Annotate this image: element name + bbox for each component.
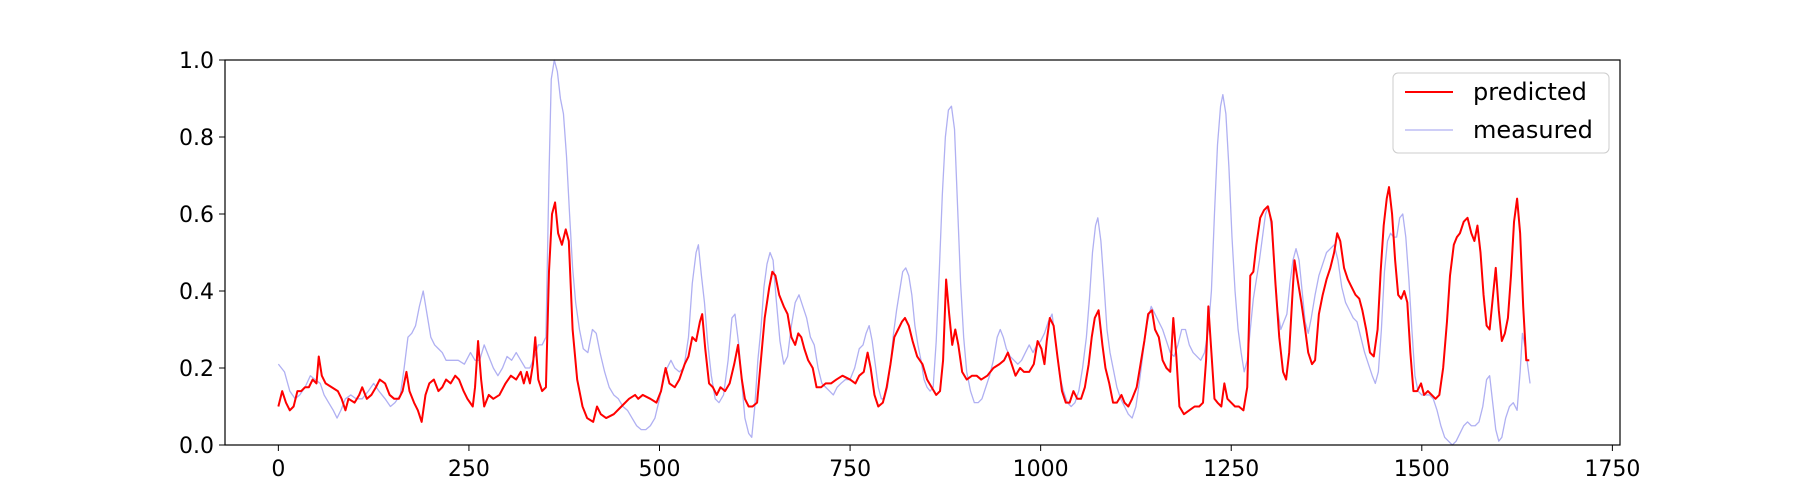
- y-tick-label: 0.4: [179, 280, 214, 305]
- y-tick-label: 0.0: [179, 434, 214, 459]
- x-tick-label: 1750: [1584, 457, 1640, 482]
- x-tick-label: 500: [639, 457, 681, 482]
- y-tick-label: 0.6: [179, 203, 214, 228]
- x-tick-label: 0: [271, 457, 285, 482]
- legend: predicted measured: [1392, 72, 1610, 154]
- y-axis: 0.0 0.2 0.4 0.6 0.8 1.0: [179, 49, 225, 459]
- y-tick-label: 0.8: [179, 126, 214, 151]
- plot-frame: [224, 59, 1621, 446]
- series-line-predicted: [277, 186, 1530, 423]
- x-tick-label: 250: [448, 457, 490, 482]
- x-tick-label: 1250: [1203, 457, 1259, 482]
- legend-label-measured: measured: [1473, 116, 1593, 144]
- x-axis: 0 250 500 750 1000 1250 1500 1750: [271, 445, 1640, 482]
- y-tick-label: 1.0: [179, 49, 214, 74]
- series-layer: [277, 59, 1531, 446]
- y-tick-label: 0.2: [179, 357, 214, 382]
- series-line-measured: [277, 59, 1531, 446]
- x-tick-label: 750: [829, 457, 871, 482]
- x-tick-label: 1500: [1394, 457, 1450, 482]
- x-tick-label: 1000: [1013, 457, 1069, 482]
- legend-label-predicted: predicted: [1473, 78, 1587, 106]
